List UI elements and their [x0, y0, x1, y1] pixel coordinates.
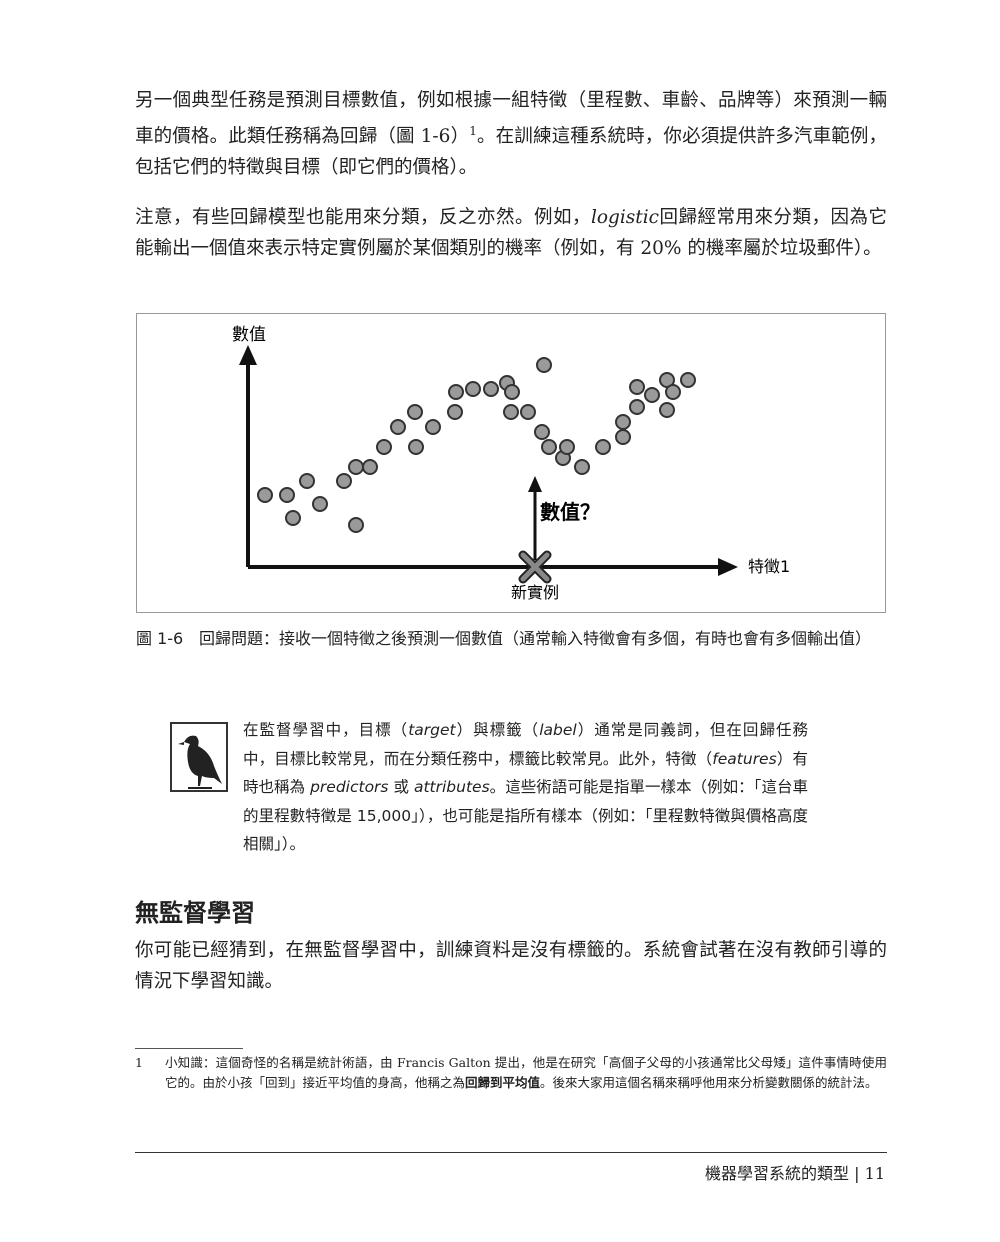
- figure: 數值 特徵1 數值？ 新實例: [136, 313, 886, 613]
- sample-point: [536, 357, 552, 373]
- sample-point: [503, 404, 519, 420]
- sample-point: [348, 517, 364, 533]
- text: attributes: [413, 778, 490, 796]
- sample-point: [257, 487, 273, 503]
- paragraph: 你可能已經猜到，在無監督學習中，訓練資料是沒有標籤的。系統會試著在沒有教師引導的…: [135, 940, 887, 992]
- text: 小知識：這個奇怪的名稱是統計術語，由 Francis Galton 提出，他是在…: [165, 1055, 887, 1090]
- new-instance-label: 新實例: [511, 583, 559, 602]
- sample-point: [312, 496, 328, 512]
- text: 另一個典型任務是預測目標數值，例如根據一組特徵（里程數、車齡、品牌等）來預測一輛…: [135, 90, 887, 148]
- sample-point: [447, 404, 463, 420]
- caption-number: 圖 1-6: [136, 629, 184, 648]
- text: logistic: [590, 207, 659, 228]
- footer: 機器學習系統的類型 | 11: [705, 1160, 885, 1184]
- sample-point: [629, 379, 645, 395]
- sample-point: [407, 404, 423, 420]
- footer-rule: [135, 1152, 887, 1153]
- footnote-number: 1: [135, 1055, 143, 1070]
- text: 注意，有些回歸模型也能用來分類，反之亦然。例如，: [135, 207, 591, 228]
- text: ）有時也稱為: [243, 749, 808, 797]
- paragraph: 另一個典型任務是預測目標數值，例如根據一組特徵（里程數、車齡、品牌等）來預測一輛…: [135, 85, 887, 183]
- sample-point: [520, 404, 536, 420]
- axis-label: 特徵1: [748, 557, 790, 576]
- sample-point: [534, 424, 550, 440]
- arrowhead: [718, 558, 738, 576]
- footer-separator: |: [854, 1164, 860, 1183]
- sample-point: [425, 419, 441, 435]
- caption-text: 回歸問題：接收一個特徵之後預測一個數值（通常輸入特徵會有多個，有時也會有多個輸出…: [199, 629, 872, 648]
- sample-point: [390, 419, 406, 435]
- text: 在監督學習中，目標（: [243, 721, 409, 739]
- sample-point: [665, 384, 681, 400]
- sample-point: [465, 381, 481, 397]
- text: 。後來大家用這個名稱來稱呼他用來分析變數關係的統計法。: [540, 1075, 878, 1090]
- sample-point: [348, 459, 364, 475]
- sample-point: [408, 439, 424, 455]
- text: 或: [388, 778, 414, 796]
- sample-point: [659, 402, 675, 418]
- footnote-rule: [135, 1048, 243, 1049]
- section-heading: 無監督學習: [135, 899, 255, 927]
- new-instance: [518, 550, 552, 584]
- footnote-ref: 1: [469, 124, 477, 138]
- sample-point: [680, 372, 696, 388]
- text: label: [539, 721, 577, 739]
- sample-point: [504, 384, 520, 400]
- text: 回歸到平均值: [465, 1075, 541, 1090]
- arrowhead: [239, 345, 257, 365]
- text: 回歸經常用來分類，因為它能輸出一個值來表示特定實例屬於某個類別的機率（例如，有 …: [135, 207, 887, 259]
- sample-point: [376, 439, 392, 455]
- sample-point: [336, 473, 352, 489]
- text: features: [712, 749, 777, 768]
- sample-point: [279, 487, 295, 503]
- sample-point: [574, 459, 590, 475]
- text: ）與標籤（: [455, 721, 540, 739]
- sample-point: [362, 459, 378, 475]
- paragraph: 注意，有些回歸模型也能用來分類，反之亦然。例如，logistic回歸經常用來分類…: [135, 202, 887, 264]
- page-number: 11: [864, 1164, 885, 1183]
- sample-point: [595, 439, 611, 455]
- sample-point: [448, 384, 464, 400]
- sample-point: [615, 414, 631, 430]
- text: predictors: [310, 778, 389, 796]
- footer-section: 機器學習系統的類型: [705, 1164, 850, 1183]
- sample-point: [644, 387, 660, 403]
- sample-point: [559, 439, 575, 455]
- text: ）通常是同義詞，但在回歸任務中，目標比較常見，而在分類任務中，標籤比較常見。此外…: [243, 721, 808, 768]
- caption: 圖 1-6 回歸問題：接收一個特徵之後預測一個數值（通常輸入特徵會有多個，有時也會…: [136, 624, 888, 653]
- text: 。在訓練這種系統時，你必須提供許多汽車範例，包括它們的特徵與目標（即它們的價格）…: [135, 126, 887, 179]
- figure-diagram: 數值 特徵1 數值？ 新實例: [232, 325, 790, 602]
- text: target: [408, 721, 456, 739]
- sample-point: [299, 473, 315, 489]
- arrowhead: [528, 476, 542, 492]
- sample-point: [285, 510, 301, 526]
- sample-point: [615, 429, 631, 445]
- axis-label: 數值: [232, 325, 266, 345]
- query-label: 數值？: [540, 500, 600, 524]
- sample-point: [629, 399, 645, 415]
- note-icon: [170, 722, 228, 792]
- sample-point: [483, 381, 499, 397]
- sample-point: [541, 439, 557, 455]
- note: 在監督學習中，目標（target）與標籤（label）通常是同義詞，但在回歸任務…: [243, 716, 808, 859]
- footnote: 1 小知識：這個奇怪的名稱是統計術語，由 Francis Galton 提出，他是…: [135, 1053, 887, 1093]
- text: 。這些術語可能是指單一樣本（例如：「這台車的里程數特徵是 15,000」），也可…: [243, 778, 808, 853]
